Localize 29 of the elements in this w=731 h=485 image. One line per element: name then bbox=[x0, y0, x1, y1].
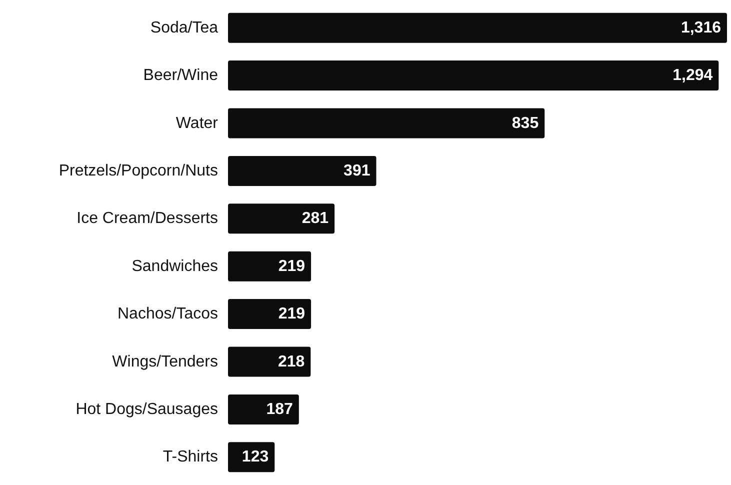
data-label: 219 bbox=[278, 258, 306, 275]
y-tick-label: Ice Cream/Desserts bbox=[76, 210, 218, 228]
y-tick-label: Water bbox=[176, 114, 219, 132]
y-tick-label: Beer/Wine bbox=[143, 67, 218, 84]
y-tick-label: Sandwiches bbox=[132, 258, 218, 275]
data-label: 835 bbox=[512, 114, 539, 132]
bar bbox=[228, 251, 312, 282]
bar bbox=[228, 299, 312, 330]
y-tick-label: Soda/Tea bbox=[150, 19, 218, 36]
data-label: 123 bbox=[242, 448, 269, 466]
data-label: 391 bbox=[344, 162, 370, 180]
bar bbox=[228, 12, 727, 43]
data-label: 1,316 bbox=[680, 19, 722, 36]
y-tick-label: Nachos/Tacos bbox=[118, 306, 218, 323]
bar bbox=[228, 108, 545, 138]
y-tick-label: Pretzels/Popcorn/Nuts bbox=[58, 162, 218, 180]
bar bbox=[228, 394, 299, 424]
bar bbox=[228, 204, 335, 234]
data-label: 218 bbox=[278, 353, 305, 370]
bar bbox=[228, 156, 376, 186]
y-tick-label: Hot Dogs/Sausages bbox=[76, 400, 218, 418]
data-label: 219 bbox=[278, 306, 306, 323]
bar bbox=[228, 346, 311, 377]
data-label: 281 bbox=[302, 210, 329, 228]
y-tick-label: Wings/Tenders bbox=[112, 353, 218, 370]
data-label: 187 bbox=[266, 400, 293, 418]
y-tick-label: T-Shirts bbox=[162, 448, 218, 466]
data-label: 1,294 bbox=[672, 67, 713, 84]
bar bbox=[228, 60, 719, 91]
